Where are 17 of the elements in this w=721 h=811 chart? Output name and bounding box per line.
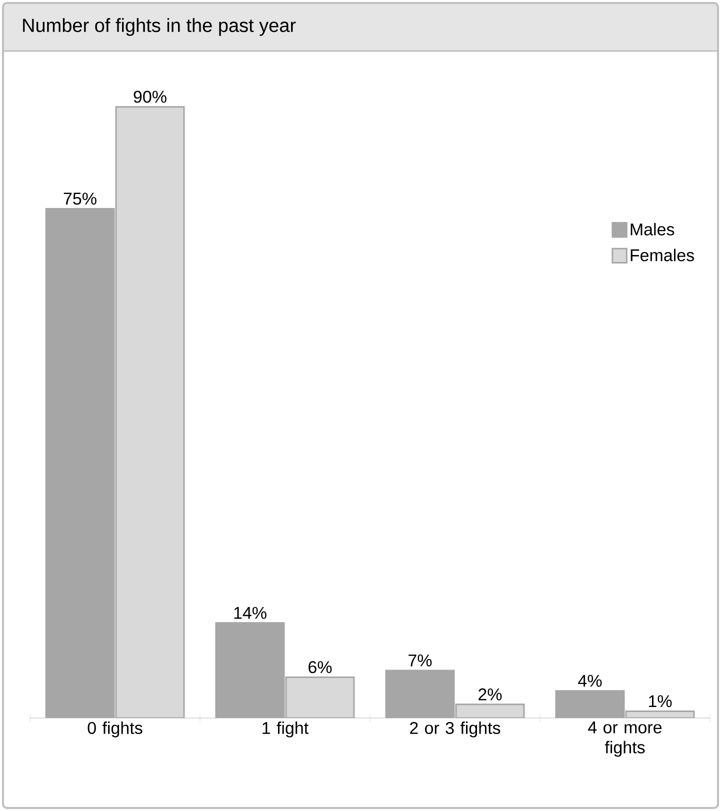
bar [285,676,355,718]
data-label: 75% [64,192,96,205]
x-tick-label: 0 fights [88,722,142,738]
data-label: 6% [308,661,332,674]
data-label: 14% [234,606,266,619]
legend-label: Males [630,222,674,236]
legend-label: Females [630,248,694,262]
data-label: 4% [578,674,602,687]
chart-title: Number of fights in the past year [23,18,296,36]
data-label: 1% [649,695,672,708]
data-label: 2% [478,688,502,700]
data-label: 7% [408,654,432,666]
bar [115,106,185,718]
data-label: 90% [134,90,166,103]
x-tick-label: 1 fight [262,722,308,738]
x-tick-label: 4 or more fights [588,722,662,757]
x-tick-label: 2 or 3 fights [410,722,500,738]
